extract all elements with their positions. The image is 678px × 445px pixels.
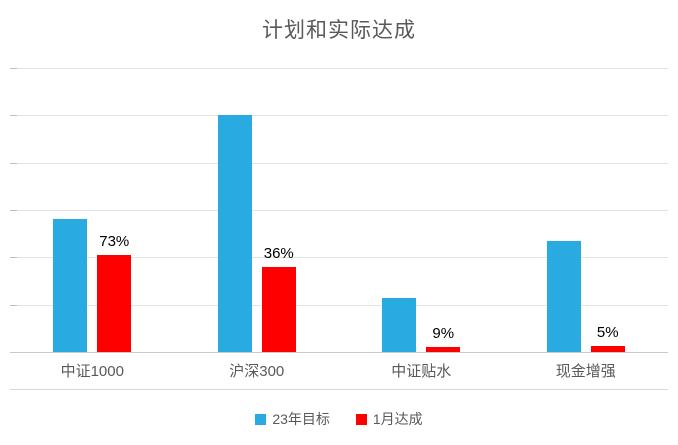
gridline [10, 162, 668, 164]
bar-group-zhongzhengtieshui: 9% [339, 68, 504, 352]
legend-label-actual: 1月达成 [372, 411, 423, 427]
bar-groups: 73% 36% 9% [10, 68, 668, 352]
bar-group-zhongzheng1000: 73% [10, 68, 175, 352]
gridline [10, 304, 668, 306]
axis-tick [10, 257, 17, 259]
x-label-zhongzhengtieshui: 中证贴水 [391, 363, 452, 380]
axis-tick [10, 162, 17, 164]
bar-group-hushen300: 36% [175, 68, 340, 352]
x-axis-line [10, 352, 668, 353]
bar-actual-wrap: 5% [590, 68, 625, 352]
axis-tick [10, 210, 17, 211]
bar-actual-xianjinzengqiang [590, 346, 625, 352]
chart-legend: 23年目标 1月达成 [0, 404, 678, 434]
data-label: 36% [263, 244, 294, 262]
data-label: 5% [596, 324, 619, 342]
legend-item-actual: 1月达成 [355, 409, 423, 429]
axis-tick [10, 68, 17, 69]
legend-swatch-blue [255, 413, 267, 425]
data-label: 73% [99, 232, 130, 250]
axis-tick [10, 304, 17, 306]
x-label-hushen300: 沪深300 [229, 363, 285, 380]
legend-item-target: 23年目标 [255, 409, 330, 429]
data-label: 9% [432, 325, 455, 343]
legend-label-target: 23年目标 [272, 411, 330, 427]
bar-target-hushen300 [217, 115, 252, 352]
gridline [10, 257, 668, 259]
bar-actual-wrap: 9% [426, 68, 461, 352]
bar-actual-wrap: 73% [97, 68, 132, 352]
gridline [10, 68, 668, 69]
x-label-zhongzheng1000: 中证1000 [60, 363, 124, 380]
bar-target-zhongzhengtieshui [382, 297, 417, 352]
bar-actual-wrap: 36% [261, 68, 296, 352]
bar-group-xianjinzengqiang: 5% [504, 68, 669, 352]
x-label-xianjinzengqiang: 现金增强 [555, 363, 616, 380]
chart-title: 计划和实际达成 [262, 19, 416, 42]
bar-actual-hushen300 [261, 266, 296, 352]
bar-actual-zhongzheng1000 [97, 254, 132, 352]
bar-target-zhongzheng1000 [53, 219, 88, 352]
x-axis-labels: 中证1000 沪深300 中证贴水 现金增强 [10, 352, 668, 390]
bar-target-xianjinzengqiang [546, 240, 581, 352]
axis-tick [10, 115, 17, 117]
bar-actual-zhongzhengtieshui [426, 347, 461, 352]
gridline [10, 210, 668, 211]
gridline [10, 115, 668, 117]
plot-area: 73% 36% 9% [10, 68, 668, 353]
legend-swatch-red [355, 413, 367, 425]
